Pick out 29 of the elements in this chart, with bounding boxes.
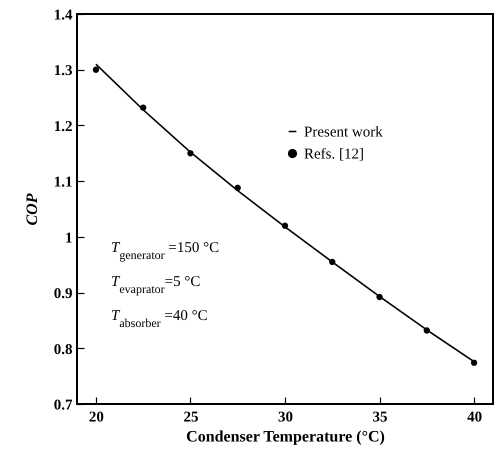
y-axis-title: COP (24, 193, 41, 226)
y-tick-label: 0.7 (54, 398, 73, 414)
x-tick-label: 30 (278, 410, 293, 426)
x-axis-title: Condenser Temperature (°C) (186, 428, 385, 446)
annotation: T$_{evaprator}$=5 °C (111, 274, 200, 296)
y-tick-label: 1.4 (54, 8, 73, 24)
point (140, 104, 146, 111)
legend-label: Refs. [12] (304, 146, 364, 162)
annotation: T$_{absorber}$ =40 °C (111, 308, 208, 330)
y-tick-label: 1.3 (54, 63, 72, 80)
x-tick-label: 35 (372, 410, 388, 426)
y-tick-label: 1.2 (54, 118, 72, 135)
y-tick-label: 0.9 (54, 286, 72, 302)
y-tick-label: 1.1 (54, 174, 72, 191)
annotation: T$_{generator}$ =150 °C (111, 240, 220, 262)
point (92, 66, 100, 73)
legend-label: Present work (304, 124, 384, 140)
point (376, 294, 383, 300)
point (470, 360, 478, 366)
point (424, 327, 430, 334)
y-tick-label: 1 (65, 230, 72, 246)
x-tick-label: 20 (88, 410, 104, 426)
point (329, 258, 336, 266)
point (282, 222, 288, 229)
point (187, 150, 194, 156)
y-tick-label: 0.8 (54, 342, 72, 358)
x-tick-label: 40 (467, 410, 482, 426)
point (234, 184, 241, 191)
x-tick-label: 25 (183, 410, 198, 426)
